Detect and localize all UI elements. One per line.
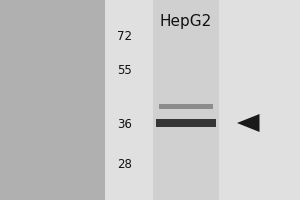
Text: 55: 55 xyxy=(117,64,132,76)
Text: 72: 72 xyxy=(117,29,132,43)
Text: 36: 36 xyxy=(117,117,132,130)
FancyBboxPatch shape xyxy=(105,0,300,200)
FancyBboxPatch shape xyxy=(153,0,219,200)
FancyBboxPatch shape xyxy=(156,119,216,127)
Polygon shape xyxy=(237,114,260,132)
FancyBboxPatch shape xyxy=(159,104,213,108)
Text: HepG2: HepG2 xyxy=(160,14,212,29)
Text: 28: 28 xyxy=(117,158,132,170)
